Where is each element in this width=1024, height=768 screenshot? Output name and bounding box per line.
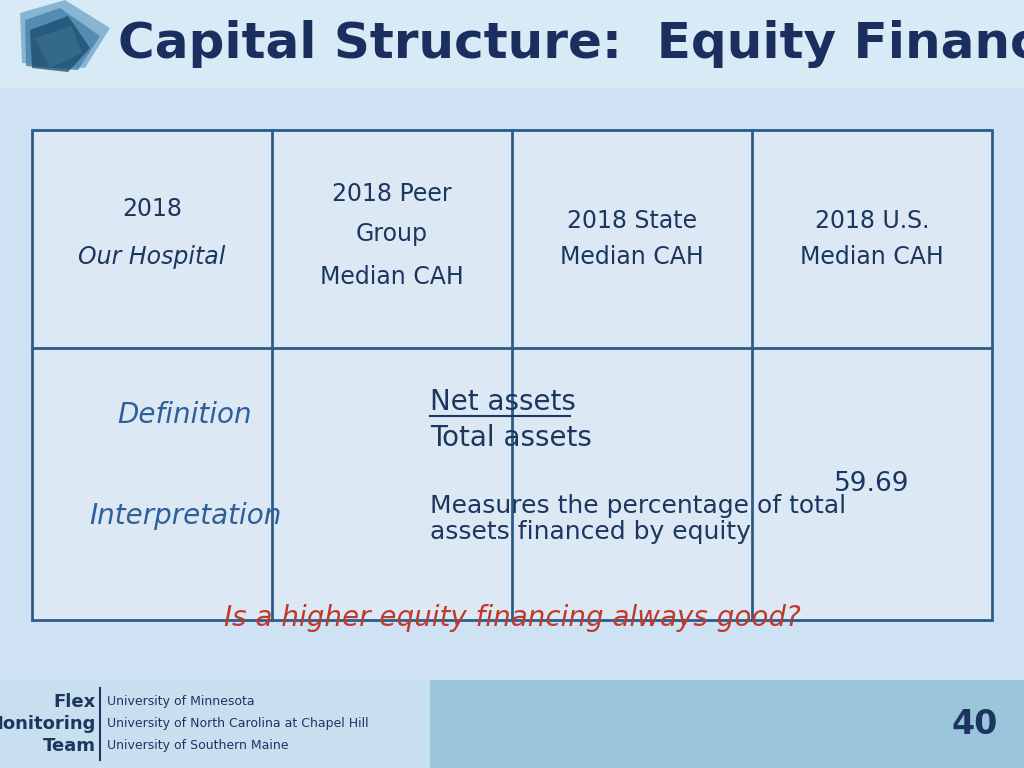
FancyBboxPatch shape xyxy=(0,0,1024,88)
Text: 59.69: 59.69 xyxy=(835,471,909,497)
Text: 40: 40 xyxy=(952,707,998,740)
Text: University of North Carolina at Chapel Hill: University of North Carolina at Chapel H… xyxy=(106,717,369,730)
Text: Capital Structure:  Equity Financing: Capital Structure: Equity Financing xyxy=(118,20,1024,68)
Text: Net assets: Net assets xyxy=(430,388,575,416)
Text: University of Southern Maine: University of Southern Maine xyxy=(106,740,289,753)
Polygon shape xyxy=(30,16,90,72)
Polygon shape xyxy=(25,8,100,70)
Text: 2018 Peer: 2018 Peer xyxy=(332,182,452,206)
Text: Flex: Flex xyxy=(53,693,96,711)
Polygon shape xyxy=(35,26,82,68)
Polygon shape xyxy=(20,0,110,68)
Text: Group: Group xyxy=(356,222,428,246)
Text: 2018: 2018 xyxy=(122,197,182,221)
Text: Median CAH: Median CAH xyxy=(560,245,703,269)
Text: University of Minnesota: University of Minnesota xyxy=(106,696,255,709)
FancyBboxPatch shape xyxy=(430,680,1024,768)
Text: Median CAH: Median CAH xyxy=(321,265,464,289)
Text: Team: Team xyxy=(43,737,96,755)
Text: Monitoring: Monitoring xyxy=(0,715,96,733)
Text: assets financed by equity: assets financed by equity xyxy=(430,520,751,544)
Text: 2018 U.S.: 2018 U.S. xyxy=(815,209,929,233)
Text: Definition: Definition xyxy=(118,401,252,429)
Text: Our Hospital: Our Hospital xyxy=(78,245,225,269)
Text: Measures the percentage of total: Measures the percentage of total xyxy=(430,494,846,518)
FancyBboxPatch shape xyxy=(0,680,1024,768)
Text: Is a higher equity financing always good?: Is a higher equity financing always good… xyxy=(223,604,801,632)
Text: 2018 State: 2018 State xyxy=(567,209,697,233)
Text: Median CAH: Median CAH xyxy=(800,245,944,269)
Text: Total assets: Total assets xyxy=(430,424,592,452)
Text: Interpretation: Interpretation xyxy=(89,502,282,530)
FancyBboxPatch shape xyxy=(32,130,992,620)
